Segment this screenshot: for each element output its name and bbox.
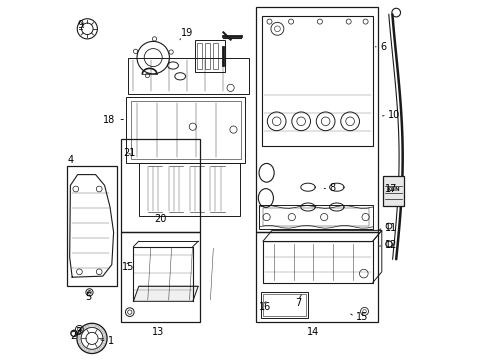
Text: 12: 12 — [385, 240, 397, 250]
Text: 16: 16 — [259, 302, 271, 312]
Text: 14: 14 — [307, 327, 319, 337]
Bar — [263, 208, 369, 226]
Text: 21: 21 — [123, 148, 136, 158]
Text: 5: 5 — [85, 292, 91, 302]
Text: 13: 13 — [152, 327, 164, 337]
Text: 2: 2 — [70, 330, 76, 341]
Text: 20: 20 — [154, 214, 167, 224]
Bar — [262, 16, 373, 146]
Text: K&N: K&N — [387, 187, 400, 192]
Text: 7: 7 — [295, 298, 302, 308]
Bar — [139, 163, 240, 216]
Polygon shape — [133, 286, 198, 301]
Bar — [263, 241, 373, 283]
Bar — [126, 97, 245, 163]
Bar — [121, 139, 200, 232]
Text: 15: 15 — [356, 312, 368, 322]
Text: 11: 11 — [385, 222, 397, 233]
Text: 17: 17 — [385, 184, 397, 194]
Text: 18: 18 — [103, 114, 116, 125]
Bar — [197, 43, 202, 69]
Text: 4: 4 — [68, 155, 74, 165]
Text: 1: 1 — [107, 336, 114, 346]
Bar — [213, 43, 218, 69]
Bar — [128, 58, 248, 94]
Text: 9: 9 — [77, 20, 83, 30]
Text: 10: 10 — [388, 110, 400, 120]
Text: 8: 8 — [330, 183, 336, 193]
Text: 19: 19 — [181, 28, 193, 38]
Bar — [205, 43, 210, 69]
Bar — [130, 101, 241, 159]
Text: 6: 6 — [380, 42, 387, 52]
Text: 15: 15 — [122, 262, 134, 272]
Bar — [383, 176, 404, 206]
Bar — [195, 40, 225, 72]
Bar — [261, 292, 308, 318]
Bar — [256, 232, 378, 322]
Bar — [121, 232, 200, 322]
Bar — [263, 294, 306, 316]
Text: 3: 3 — [75, 327, 81, 337]
Bar — [256, 7, 378, 232]
Bar — [67, 166, 117, 286]
Bar — [259, 205, 373, 229]
